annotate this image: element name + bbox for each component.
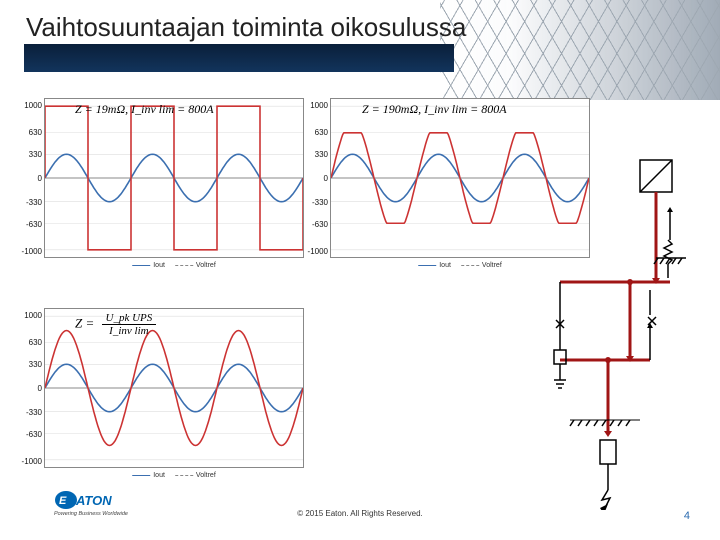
legend-item-1: Iout: [418, 262, 451, 269]
formula-num: U_pk UPS: [102, 312, 157, 325]
legend-item-2: Voltref: [175, 262, 216, 269]
chart2-legend: Iout Voltref: [418, 262, 502, 269]
formula-lhs: Z =: [75, 315, 94, 330]
legend-item-2: Voltref: [461, 262, 502, 269]
chart3-legend: Iout Voltref: [132, 472, 216, 479]
page-number: 4: [684, 510, 690, 522]
brand-tagline: Powering Business Worldwide: [54, 511, 128, 517]
title-bar: Vaihtosuuntaajan toiminta oikosulussa: [0, 0, 720, 72]
formula-den: I_inv lim: [102, 325, 157, 337]
circuit-schematic: [500, 150, 720, 510]
legend-item-2: Voltref: [175, 472, 216, 479]
page-title: Vaihtosuuntaajan toiminta oikosulussa: [26, 12, 466, 43]
chart1-formula: Z = 19mΩ, I_inv lim = 800A: [75, 102, 214, 117]
svg-text:ATON: ATON: [75, 493, 112, 508]
svg-text:E: E: [59, 495, 67, 507]
brand-logo: E ATON Powering Business Worldwide: [54, 487, 134, 522]
legend-item-1: Iout: [132, 472, 165, 479]
chart1-legend: Iout Voltref: [132, 262, 216, 269]
chart3-formula: Z = U_pk UPS I_inv lim: [75, 312, 156, 337]
copyright: © 2015 Eaton. All Rights Reserved.: [297, 509, 423, 518]
chart-low-z: -1000-630-33003306301000: [44, 98, 304, 258]
title-band: [24, 44, 454, 72]
legend-item-1: Iout: [132, 262, 165, 269]
chart2-formula: Z = 190mΩ, I_inv lim = 800A: [362, 102, 507, 117]
